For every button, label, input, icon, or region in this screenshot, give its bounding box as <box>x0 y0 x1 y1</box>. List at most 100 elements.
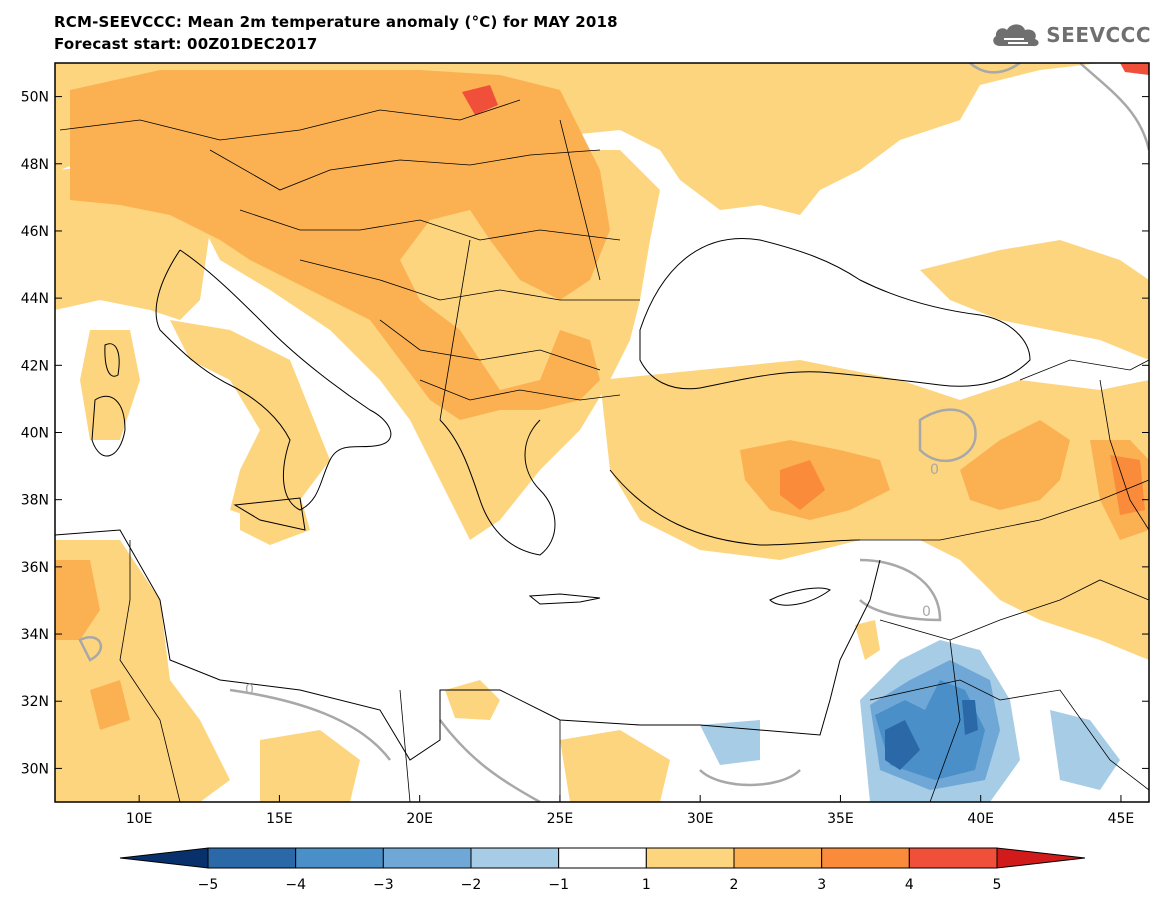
border-line <box>1099 379 1149 531</box>
colorbar-segment <box>908 847 998 869</box>
coastline-italy <box>155 249 392 511</box>
border-line <box>299 259 640 301</box>
border-line <box>439 239 471 421</box>
anomaly-region-sardinia <box>80 330 140 440</box>
coastlines <box>55 238 1031 761</box>
seevccc-logo: SEEVCCC <box>990 20 1151 50</box>
colorbar-label: −2 <box>461 877 482 893</box>
colorbar-label: 1 <box>642 877 651 893</box>
forecast-start: Forecast start: 00Z01DEC2017 <box>54 35 318 53</box>
colorbar-segment <box>207 847 297 869</box>
zero-contour-line <box>699 769 801 787</box>
lon-label: 25E <box>547 811 574 827</box>
colorbar-segment <box>996 847 1086 869</box>
lat-label: 38N <box>21 493 49 509</box>
colorbar-segment <box>295 847 384 869</box>
anomaly-3-4-regions <box>780 455 1145 515</box>
colorbar-segment <box>382 847 472 869</box>
anomaly-region-anatolia-core <box>780 460 825 510</box>
border-line <box>59 99 521 141</box>
lat-label: 30N <box>21 761 49 777</box>
colorbar-segment <box>645 847 735 869</box>
anomaly-region-east-turkey <box>960 420 1070 510</box>
anomaly-region-ukraine-peak <box>462 85 498 115</box>
map-axes: 10E 15E 20E 25E 30E 35E 40E 45E 30N 32N 34N 36N 38N 4… <box>21 90 1149 827</box>
anomaly-region-sicily <box>240 495 310 545</box>
lon-label: 45E <box>1108 811 1135 827</box>
colorbar-segment <box>119 847 209 869</box>
zero-contour-line <box>918 408 977 462</box>
colorbar-label: −3 <box>373 877 394 893</box>
lat-label: 44N <box>21 291 49 307</box>
lat-label: 32N <box>21 694 49 710</box>
zero-contour-line <box>439 719 541 802</box>
border-line <box>119 540 181 802</box>
coastline-sardinia <box>91 395 126 457</box>
border-line <box>379 319 601 371</box>
coastline-turkey-south <box>609 469 861 546</box>
anomaly-region-neg4-east <box>962 700 978 735</box>
coastline-black-sea <box>639 238 1031 390</box>
anomaly-region-neg4 <box>885 720 920 770</box>
border-line <box>239 209 621 241</box>
zero-contour-line <box>969 63 1021 74</box>
anomaly-region-libya-east <box>260 730 360 802</box>
lat-label: 40N <box>21 426 49 442</box>
negative-anomaly-regions <box>700 640 1120 802</box>
colorbar-segment <box>558 847 647 869</box>
colorbar-label: −5 <box>198 877 219 893</box>
zero-contours <box>78 63 1149 802</box>
lat-label: 42N <box>21 358 49 374</box>
cloud-icon <box>993 24 1039 47</box>
zero-contour-label: 0 <box>245 682 254 698</box>
lon-label: 40E <box>967 811 994 827</box>
anomaly-region-egypt <box>560 730 670 802</box>
lat-label: 50N <box>21 90 49 106</box>
logo-text: SEEVCCC <box>1046 23 1151 47</box>
border-line <box>419 379 621 401</box>
anomaly-region-libya-mid <box>90 680 130 730</box>
zero-contour-line <box>859 558 942 622</box>
border-line <box>869 679 1149 791</box>
colorbar-label: −4 <box>285 877 306 893</box>
coastline-sicily <box>233 497 306 531</box>
anomaly-region-caucasus <box>920 240 1149 360</box>
lon-label: 20E <box>406 811 433 827</box>
colorbar-label: 5 <box>993 877 1002 893</box>
colorbar-label: −1 <box>548 877 569 893</box>
colorbar-label: 3 <box>817 877 826 893</box>
border-line <box>399 689 411 802</box>
lon-label: 30E <box>687 811 714 827</box>
anomaly-region-neg1-iraq <box>1050 710 1120 790</box>
lat-label: 36N <box>21 560 49 576</box>
coastline-north-africa <box>55 529 881 761</box>
lat-label: 48N <box>21 157 49 173</box>
zero-contour-line <box>229 688 391 761</box>
anomaly-region-europe <box>55 63 1100 215</box>
anomaly-region-iran-core <box>1110 455 1145 515</box>
map-title: RCM-SEEVCCC: Mean 2m temperature anomaly… <box>54 13 618 31</box>
anomaly-region-italy <box>170 320 330 520</box>
anomaly-field: 0 0 0 <box>55 63 1149 802</box>
lon-label: 10E <box>126 811 153 827</box>
zero-contour-label: 0 <box>922 604 931 620</box>
anomaly-region-central-europe <box>70 70 610 420</box>
coastline-cyprus <box>769 587 831 606</box>
colorbar-segment <box>821 847 910 869</box>
lat-label: 34N <box>21 627 49 643</box>
coastline-corsica <box>104 343 120 377</box>
lon-label: 15E <box>266 811 293 827</box>
zero-contour-line <box>78 636 102 662</box>
anomaly-region-neg1-egypt <box>700 720 760 765</box>
lon-label: 35E <box>827 811 854 827</box>
coastline-crete <box>528 593 601 605</box>
border-line <box>1019 359 1149 381</box>
colorbar-label: 4 <box>905 877 914 893</box>
country-borders <box>59 99 1149 802</box>
zero-contour-line <box>1079 63 1149 151</box>
border-line <box>929 639 961 802</box>
anomaly-region-algeria <box>55 560 100 640</box>
border-line <box>860 479 1149 541</box>
border-line <box>209 149 601 191</box>
